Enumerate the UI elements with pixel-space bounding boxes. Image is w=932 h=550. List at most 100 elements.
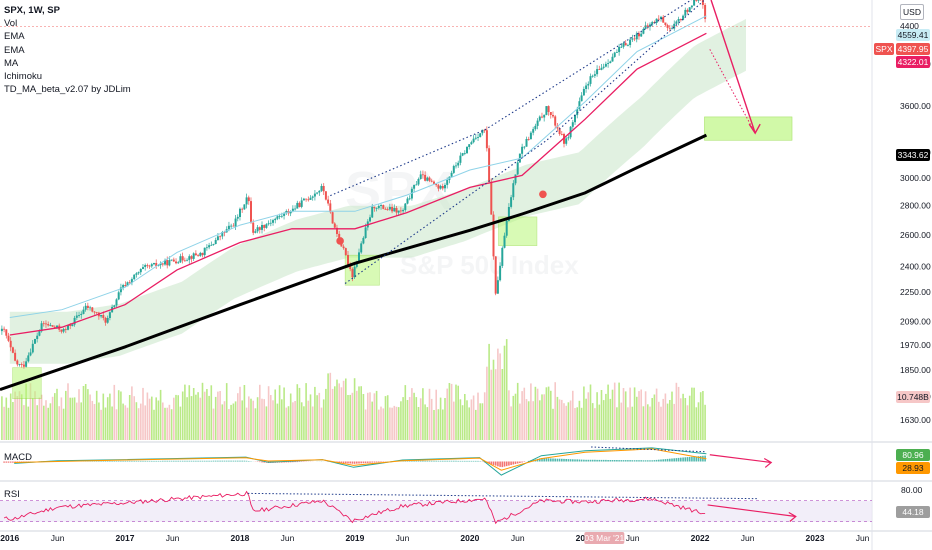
macd-hist-bar [212,460,215,462]
indicator-td-ma[interactable]: TD_MA_beta_v2.07 by JDLim [4,84,131,96]
macd-hist-bar [512,461,515,465]
candle-body [402,210,405,212]
price-axis-label: 2800.00 [900,200,931,210]
indicator-ema-long[interactable]: EMA [4,44,25,56]
indicator-vol[interactable]: Vol [4,18,18,30]
macd-hist-bar [688,457,691,462]
indicator-ema-short[interactable]: EMA [4,31,25,43]
candle-body [662,16,665,23]
candle-body [31,343,34,353]
ma-line [0,133,708,392]
candle-body [410,188,413,199]
candle-body [91,307,94,312]
indicator-ichimoku[interactable]: Ichimoku [4,71,43,83]
volume-bar [602,400,605,440]
volume-bar [453,401,455,440]
macd-hist-bar [181,460,184,462]
candle-body [239,208,241,217]
candle-body [243,204,246,210]
volume-bar [259,384,261,440]
candle-body [455,165,457,167]
candle-body [234,218,237,227]
volume-bar [47,407,49,440]
price-candles [0,0,707,369]
macd-hist-bar [640,460,642,462]
candle-body [695,0,698,1]
macd-hist-bar [408,460,411,462]
macd-hist-bar [552,458,554,462]
macd-hist-bar [162,460,164,462]
macd-hist-bar [499,461,501,467]
candle-body [428,177,431,181]
macd-hist-bar [230,460,232,462]
candle-body [153,263,155,265]
volume-bar [682,393,684,440]
macd-hist-bar [686,457,689,462]
candle-body [369,217,371,222]
volume-bar [446,388,448,440]
macd-hist-bar [292,461,294,463]
volume-bar [168,404,171,440]
candle-body [133,274,136,280]
macd-hist-bar [120,460,122,462]
candle-body [227,225,230,230]
candle-body [214,240,217,244]
currency-button[interactable]: USD [900,4,924,20]
candle-body [104,317,107,323]
candle-body [192,253,195,259]
volume-bar [569,400,572,440]
volume-bar [305,383,307,440]
macd-hist-bar [693,456,695,462]
candle-body [45,323,47,325]
indicator-ma[interactable]: MA [4,57,19,69]
volume-bar [102,393,105,440]
macd-hist-bar [459,460,462,462]
candle-body [384,209,387,210]
macd-hist-bar [142,460,144,462]
symbol-title[interactable]: SPX, 1W, SP [4,5,60,16]
rsi-pane-label: RSI [4,489,20,500]
volume-bar [468,407,470,440]
volume-bar [65,390,67,440]
candle-body [660,16,662,19]
macd-hist-bar [514,461,517,464]
candle-body [686,9,689,12]
volume-bar [477,392,479,440]
volume-bar [444,398,446,440]
macd-hist-bar [624,460,627,462]
volume-bar [464,394,466,440]
candle-body [130,279,133,283]
volume-bar [208,395,210,440]
macd-hist-bar [117,460,120,462]
volume-bar [565,405,567,440]
macd-hist-bar [591,459,594,462]
macd-hist-bar [342,461,345,463]
candle-body [435,183,438,186]
macd-hist-bar [356,461,358,464]
volume-bar [459,399,462,440]
macd-hist-bar [104,460,107,462]
volume-bars [1,339,706,440]
volume-bar [71,397,74,440]
macd-hist-bar [675,458,678,462]
macd-hist-bar [547,458,550,462]
macd-hist-bar [477,460,479,462]
macd-hist-bar [492,461,495,465]
volume-bar [142,387,144,440]
macd-hist-bar [232,460,235,462]
volume-bar [651,398,653,440]
volume-bar [49,403,52,440]
macd-hist-bar [666,458,669,462]
volume-bar [106,397,109,440]
volume-bar [164,407,166,440]
candle-body [534,125,537,130]
candle-body [311,196,314,198]
volume-bar [532,401,534,440]
candle-body [146,265,149,266]
volume-bar [239,386,241,440]
macd-hist-bar [153,460,155,462]
macd-hist-bar [660,459,662,462]
volume-bar [470,399,473,440]
legend: SPX, 1W, SP Vol EMA EMA MA Ichimoku TD_M… [4,4,131,96]
